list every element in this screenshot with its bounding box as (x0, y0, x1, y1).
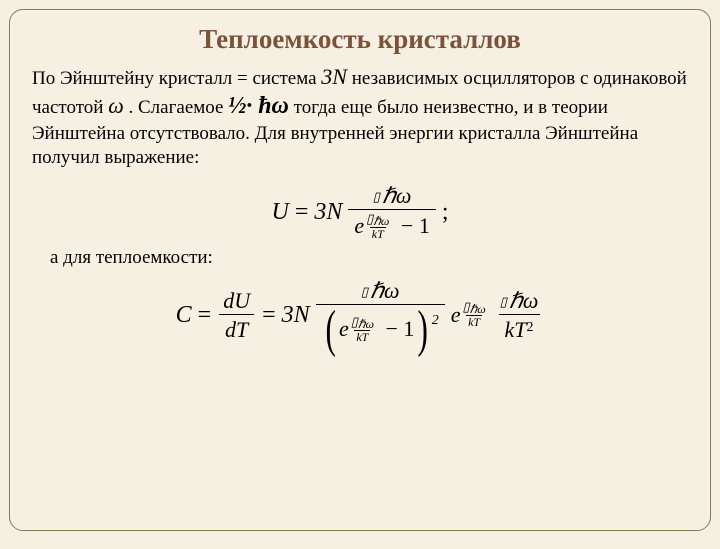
exp-num2: ℏω (470, 302, 486, 316)
sym-hbar-omega: ℏω (509, 288, 538, 313)
frac-big: ▯ℏω ( e▯ℏωkT − 1 ) 2 (316, 280, 445, 351)
slide-card: Теплоемкость кристаллов По Эйнштейну кри… (9, 9, 711, 531)
var-3N: 3N (321, 64, 347, 89)
sym-minus-1: − 1 (401, 213, 430, 238)
var-half-hbar-omega: ½· ħω (228, 93, 289, 119)
sym-C: C (176, 302, 192, 329)
sym-kT: kT (505, 317, 527, 342)
var-omega: ω (108, 93, 124, 118)
slide-title: Теплоемкость кристаллов (32, 24, 688, 55)
formula-heat-capacity: C = dU dT = 3N ▯ℏω ( e▯ℏωkT − 1 (32, 280, 688, 351)
placeholder-icon: ▯ (373, 192, 380, 201)
paren-right: ) (418, 309, 428, 351)
sym-eq2: = (262, 302, 276, 329)
sym-e: e (339, 316, 349, 341)
placeholder-icon: ▯ (500, 297, 507, 306)
sym-3N: 3N (282, 302, 310, 329)
frac-kT2: ▯ℏω kT2 (494, 290, 545, 341)
sym-e2: e (451, 302, 461, 328)
exp-term: e▯ℏωkT (451, 302, 488, 328)
paren-left: ( (325, 309, 335, 351)
formula-energy: U = 3N ▯ℏω e▯ℏωkT − 1 ; (32, 185, 688, 240)
sym-eq: = (295, 199, 309, 226)
sym-3N: 3N (314, 199, 342, 226)
sym-squared: 2 (432, 313, 439, 328)
sym-sup2: 2 (527, 320, 534, 335)
sub-label: а для теплоемкости: (50, 246, 688, 270)
body-paragraph: По Эйнштейну кристалл = система 3N незав… (32, 63, 688, 171)
exp-frac2: ▯ℏωkT (460, 302, 487, 328)
sym-U: U (272, 199, 289, 226)
exp-den2: kT (466, 315, 482, 328)
sym-eq: = (198, 302, 212, 329)
sym-hbar-omega: ℏω (370, 278, 399, 303)
exp-den: kT (370, 227, 386, 240)
exp-den: kT (354, 330, 370, 343)
exp-num: ℏω (373, 214, 389, 228)
sym-semicolon: ; (442, 199, 449, 226)
exp-frac: ▯ℏωkT (364, 214, 391, 240)
sym-hbar-omega: ℏω (382, 183, 411, 208)
paren-group: ( e▯ℏωkT − 1 ) (322, 309, 432, 351)
sym-dT: dT (219, 314, 254, 341)
text-run: По Эйнштейну кристалл = система (32, 68, 321, 89)
text-run: . Слагаемое (129, 97, 229, 118)
exp-frac: ▯ℏωkT (349, 317, 376, 343)
placeholder-icon: ▯ (361, 287, 368, 296)
fraction-main: ▯ℏω e▯ℏωkT − 1 (348, 185, 435, 240)
frac-dUdT: dU dT (217, 290, 256, 341)
sym-minus-1: − 1 (385, 316, 414, 341)
sym-e: e (354, 213, 364, 238)
exp-num: ℏω (358, 317, 374, 331)
sym-dU: dU (217, 290, 256, 314)
